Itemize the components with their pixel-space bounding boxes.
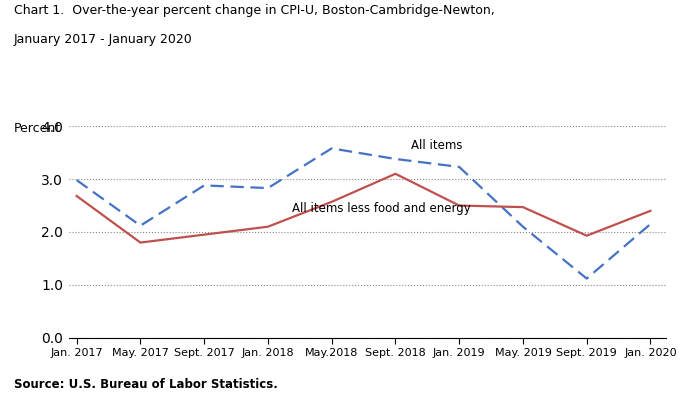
Text: All items less food and energy: All items less food and energy [292,202,471,215]
Text: Percent: Percent [14,122,61,135]
Text: All items: All items [412,138,463,151]
Text: Chart 1.  Over-the-year percent change in CPI-U, Boston-Cambridge-Newton,: Chart 1. Over-the-year percent change in… [14,4,495,17]
Text: January 2017 - January 2020: January 2017 - January 2020 [14,33,192,46]
Text: Source: U.S. Bureau of Labor Statistics.: Source: U.S. Bureau of Labor Statistics. [14,378,278,391]
